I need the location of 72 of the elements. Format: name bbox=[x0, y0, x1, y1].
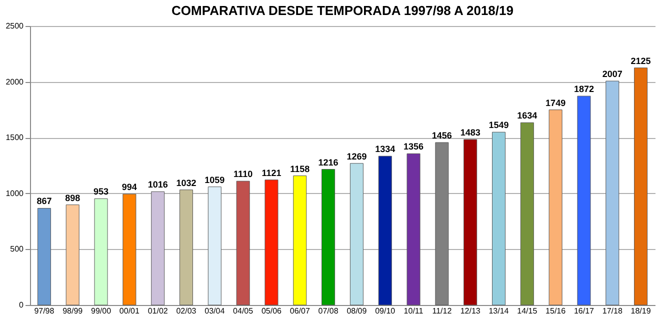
x-tick-label: 14/15 bbox=[517, 306, 538, 316]
bar bbox=[577, 96, 591, 306]
data-label: 1269 bbox=[346, 151, 367, 162]
bar bbox=[634, 68, 648, 306]
data-label: 1634 bbox=[517, 110, 538, 121]
y-tick-label: 1500 bbox=[6, 133, 24, 142]
x-tick-label: 03/04 bbox=[204, 306, 226, 316]
data-label: 1110 bbox=[234, 169, 253, 180]
y-tick-label: 2000 bbox=[6, 77, 24, 86]
x-tick-label: 01/02 bbox=[148, 306, 168, 316]
x-tick-label: 16/17 bbox=[574, 306, 595, 316]
data-label: 1121 bbox=[262, 168, 282, 178]
bar bbox=[464, 139, 478, 306]
x-tick-label: 08/09 bbox=[346, 306, 368, 316]
bar bbox=[236, 180, 250, 306]
data-label: 2125 bbox=[630, 56, 651, 66]
data-label: 2007 bbox=[602, 69, 622, 80]
bar bbox=[94, 198, 108, 306]
x-tick-label: 13/14 bbox=[488, 306, 510, 316]
x-tick-label: 11/12 bbox=[432, 306, 452, 316]
y-tick-label: 1000 bbox=[6, 188, 24, 198]
bar bbox=[520, 122, 534, 306]
data-label: 1456 bbox=[432, 130, 452, 141]
x-tick-label: 02/03 bbox=[176, 306, 197, 316]
bar bbox=[66, 204, 80, 306]
x-tick-label: 15/16 bbox=[546, 306, 566, 316]
bar bbox=[322, 169, 336, 306]
data-label: 867 bbox=[36, 196, 52, 206]
y-tick-label: 0 bbox=[19, 300, 24, 310]
bar bbox=[208, 186, 222, 306]
x-tick-label: 09/10 bbox=[375, 306, 396, 316]
y-tick-label: 500 bbox=[10, 244, 24, 254]
bar bbox=[378, 156, 392, 306]
x-tick-label: 18/19 bbox=[630, 306, 652, 316]
bar bbox=[151, 191, 165, 306]
bar bbox=[492, 132, 506, 306]
bar bbox=[406, 153, 420, 306]
data-label: 1749 bbox=[546, 98, 566, 108]
bar bbox=[37, 208, 51, 306]
x-tick-label: 04/05 bbox=[233, 306, 254, 316]
data-label: 1216 bbox=[318, 157, 338, 168]
x-tick-label: 10/11 bbox=[404, 306, 424, 316]
bar bbox=[350, 163, 364, 306]
data-label: 898 bbox=[65, 192, 80, 203]
y-tick-label: 2500 bbox=[6, 22, 24, 30]
data-label: 1483 bbox=[460, 127, 480, 138]
data-label: 1158 bbox=[290, 164, 310, 174]
x-tick-label: 97/98 bbox=[34, 306, 55, 316]
bar bbox=[293, 176, 307, 306]
data-label: 1016 bbox=[148, 180, 168, 190]
bar bbox=[264, 180, 278, 306]
data-label: 1059 bbox=[204, 174, 225, 185]
bar bbox=[122, 194, 136, 306]
x-tick-label: 98/99 bbox=[62, 306, 84, 316]
x-tick-label: 07/08 bbox=[318, 306, 339, 316]
data-label: 1872 bbox=[574, 84, 594, 94]
data-label: 1356 bbox=[404, 142, 424, 152]
chart-title: COMPARATIVA DESDE TEMPORADA 1997/98 A 2018/19 bbox=[172, 3, 514, 18]
x-tick-label: 17/18 bbox=[602, 306, 623, 316]
x-tick-label: 12/13 bbox=[460, 306, 481, 316]
bar bbox=[180, 190, 193, 306]
x-tick-label: 99/00 bbox=[91, 306, 112, 316]
bar bbox=[548, 110, 562, 306]
data-label: 953 bbox=[94, 186, 109, 197]
data-label: 1549 bbox=[488, 120, 509, 130]
data-label: 1334 bbox=[375, 144, 396, 154]
x-tick-label: 05/06 bbox=[261, 306, 282, 316]
bar bbox=[606, 80, 620, 306]
x-tick-label: 06/07 bbox=[290, 306, 310, 316]
data-label: 1032 bbox=[176, 178, 196, 188]
data-label: 994 bbox=[122, 182, 137, 192]
x-tick-label: 00/01 bbox=[119, 306, 140, 316]
